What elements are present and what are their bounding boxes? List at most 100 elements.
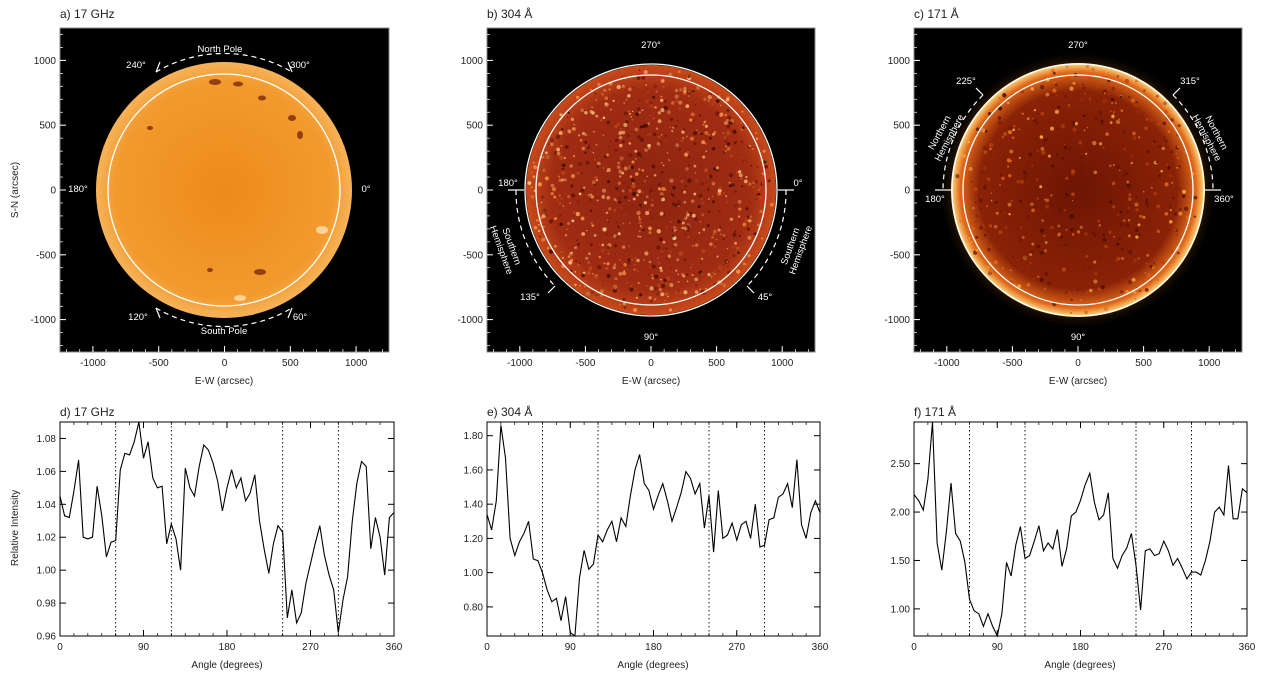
texture-speck — [975, 214, 979, 218]
texture-speck — [1093, 271, 1099, 276]
texture-speck — [1021, 112, 1025, 116]
texture-speck — [679, 291, 682, 295]
texture-speck — [687, 236, 690, 239]
texture-speck — [1089, 288, 1093, 293]
texture-speck — [691, 263, 694, 265]
texture-speck — [769, 202, 774, 207]
texture-speck — [1085, 290, 1089, 294]
image-label-c: c) 171 Å — [914, 6, 959, 21]
texture-speck — [1127, 249, 1133, 255]
texture-speck — [706, 124, 708, 127]
image-panel-c: c) 171 Å 270° 225° 315° 180° 360° 90° No… — [884, 6, 1243, 387]
texture-speck — [669, 117, 674, 121]
texture-speck — [958, 193, 962, 197]
texture-speck — [759, 209, 763, 214]
angle-ticks-c — [935, 87, 1221, 191]
texture-speck — [1069, 311, 1072, 314]
texture-speck — [984, 129, 988, 133]
texture-speck — [558, 131, 563, 135]
texture-speck — [648, 260, 652, 264]
texture-speck — [654, 106, 657, 109]
texture-speck — [692, 89, 695, 93]
texture-speck — [598, 255, 602, 259]
texture-speck — [563, 156, 567, 160]
texture-speck — [621, 271, 627, 276]
texture-speck — [627, 258, 631, 262]
texture-speck — [637, 282, 640, 284]
texture-speck — [694, 290, 699, 294]
texture-speck — [1158, 174, 1161, 177]
texture-speck — [605, 267, 609, 270]
y-tick-label: 1.02 — [37, 533, 57, 544]
texture-speck — [586, 145, 588, 148]
texture-speck — [977, 223, 981, 226]
texture-speck — [579, 138, 583, 142]
texture-speck — [1175, 152, 1178, 155]
texture-speck — [998, 96, 1001, 100]
texture-speck — [1084, 232, 1088, 236]
texture-speck — [1007, 130, 1013, 135]
texture-speck — [740, 140, 744, 144]
texture-speck — [543, 169, 545, 172]
texture-speck — [962, 154, 967, 158]
texture-speck — [731, 245, 735, 249]
inner-reference-circle-b — [535, 74, 767, 306]
texture-speck — [540, 201, 543, 204]
texture-speck — [1001, 267, 1004, 270]
texture-speck — [1072, 127, 1077, 132]
texture-speck — [676, 258, 680, 262]
texture-speck — [591, 180, 596, 185]
texture-speck — [537, 223, 541, 226]
texture-speck — [983, 150, 988, 155]
texture-speck — [1149, 280, 1152, 283]
texture-speck — [1120, 278, 1124, 281]
texture-speck — [729, 184, 733, 188]
texture-speck — [628, 142, 632, 145]
texture-speck — [561, 127, 564, 131]
texture-speck — [704, 130, 709, 135]
texture-speck — [701, 258, 704, 260]
texture-speck — [678, 148, 681, 151]
y-tick-label: -1000 — [30, 315, 56, 326]
texture-speck — [714, 273, 716, 275]
texture-speck — [623, 122, 628, 127]
texture-speck — [682, 274, 686, 278]
texture-speck — [623, 195, 628, 200]
texture-speck — [1108, 200, 1113, 204]
texture-speck — [704, 119, 707, 122]
texture-speck — [702, 155, 706, 159]
texture-speck — [560, 197, 564, 201]
texture-speck — [592, 152, 595, 154]
texture-speck — [564, 144, 569, 149]
texture-speck — [1102, 89, 1107, 94]
texture-speck — [1048, 287, 1050, 289]
texture-speck — [607, 252, 610, 255]
texture-speck — [1120, 109, 1124, 113]
texture-speck — [639, 155, 643, 158]
texture-speck — [570, 174, 576, 179]
texture-speck — [638, 69, 641, 71]
texture-speck — [1060, 293, 1064, 298]
texture-speck — [694, 277, 699, 282]
texture-speck — [613, 243, 618, 248]
texture-speck — [664, 291, 669, 297]
texture-speck — [677, 227, 679, 230]
texture-speck — [1170, 209, 1172, 211]
angle-label-c-315: 315° — [1180, 76, 1200, 87]
x-tick-label: -1000 — [934, 358, 960, 369]
angle-label-a-180: 180° — [68, 184, 88, 195]
texture-speck — [733, 229, 737, 233]
texture-speck — [1079, 168, 1085, 173]
texture-speck — [987, 271, 993, 276]
texture-speck — [1126, 184, 1131, 189]
texture-speck — [584, 110, 588, 115]
angle-ticks-b — [508, 189, 794, 294]
texture-speck — [603, 262, 606, 265]
texture-speck — [671, 129, 674, 133]
texture-speck — [609, 302, 612, 306]
x-tick-label: -500 — [575, 358, 595, 369]
texture-speck — [674, 202, 679, 207]
texture-speck — [616, 221, 619, 224]
texture-speck — [659, 141, 662, 144]
texture-speck — [629, 287, 634, 292]
